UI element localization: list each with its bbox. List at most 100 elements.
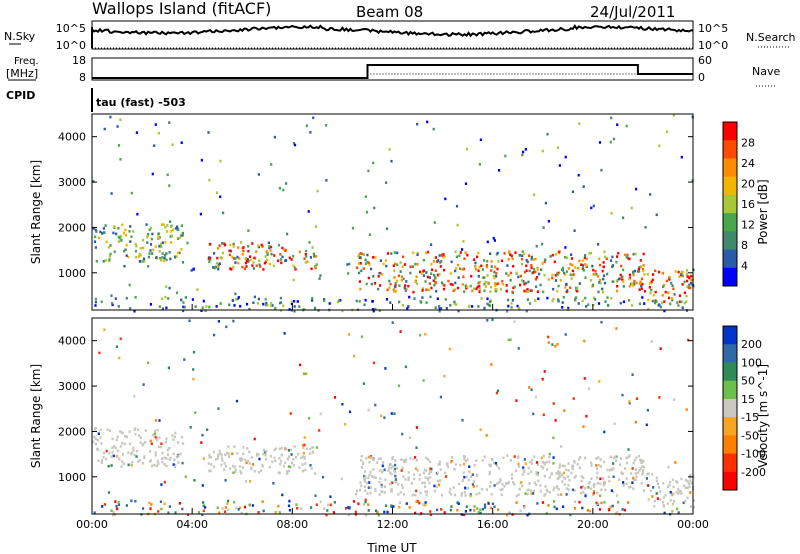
echo-cell (429, 467, 432, 470)
echo-cell (619, 301, 622, 305)
echo-cell (262, 268, 265, 271)
echo-cell (476, 507, 479, 510)
echo-cell (604, 300, 607, 303)
echo-cell (530, 266, 533, 270)
echo-cell (200, 158, 203, 162)
echo-cell (435, 485, 438, 489)
echo-cell (606, 296, 609, 299)
echo-cell (486, 259, 489, 263)
echo-cell (416, 469, 419, 472)
echo-cell (210, 463, 213, 466)
echo-cell (135, 455, 138, 458)
echo-cell (169, 220, 172, 223)
echo-cell (404, 458, 408, 461)
echo-cell (446, 462, 449, 465)
y-tick-label: 1000 (58, 267, 86, 280)
echo-cell (602, 265, 605, 269)
echo-cell (219, 195, 222, 199)
echo-cell (402, 475, 405, 478)
echo-cell (688, 283, 691, 287)
echo-cell (599, 477, 602, 481)
echo-cell (94, 228, 97, 232)
echo-cell (443, 255, 446, 259)
echo-cell (542, 290, 545, 294)
echo-cell (578, 282, 581, 285)
echo-cell (284, 461, 287, 465)
echo-cell (249, 480, 252, 483)
echo-cell (610, 296, 613, 300)
echo-cell (160, 507, 163, 511)
echo-cell (246, 447, 249, 450)
echo-cell (510, 254, 513, 258)
echo-cell (497, 481, 500, 485)
echo-cell (558, 164, 561, 167)
power-y-axis-label: Slant Range [km] (29, 160, 43, 264)
echo-cell (309, 131, 312, 134)
echo-cell (181, 435, 184, 439)
echo-cell (178, 236, 181, 240)
echo-cell (535, 471, 538, 474)
echo-cell (280, 446, 283, 450)
echo-cell (163, 502, 166, 506)
echo-cell (469, 475, 473, 478)
echo-cell (227, 508, 230, 512)
colorbar-tick-label: -50 (741, 429, 759, 442)
echo-cell (672, 485, 675, 489)
echo-cell (601, 290, 605, 294)
echo-cell (315, 265, 318, 268)
echo-cell (515, 494, 518, 498)
echo-cell (236, 297, 240, 301)
echo-cell (517, 455, 520, 458)
echo-cell (189, 426, 192, 429)
echo-cell (418, 478, 421, 481)
echo-cell (174, 256, 177, 259)
echo-cell (358, 271, 361, 275)
echo-cell (542, 226, 545, 229)
echo-cell (642, 469, 645, 472)
echo-cell (581, 259, 584, 262)
echo-cell (479, 138, 482, 142)
echo-cell (168, 121, 171, 124)
echo-cell (180, 224, 183, 227)
echo-cell (170, 241, 173, 244)
echo-cell (153, 432, 156, 436)
echo-cell (462, 267, 465, 271)
echo-cell (642, 264, 645, 267)
echo-cell (537, 297, 540, 301)
echo-cell (390, 505, 393, 508)
echo-cell (394, 478, 397, 481)
echo-cell (267, 241, 270, 245)
echo-cell (405, 288, 408, 291)
echo-cell (407, 305, 410, 308)
echo-cell (360, 484, 363, 488)
echo-cell (577, 266, 580, 270)
echo-cell (325, 124, 328, 127)
echo-cell (403, 492, 406, 496)
echo-cell (125, 254, 128, 257)
echo-cell (617, 500, 620, 504)
echo-cell (416, 122, 419, 126)
echo-cell (183, 358, 186, 361)
echo-cell (575, 286, 578, 290)
echo-cell (598, 380, 601, 383)
echo-cell (524, 492, 527, 495)
echo-cell (109, 244, 112, 247)
echo-cell (481, 276, 485, 280)
echo-cell (625, 461, 629, 465)
echo-cell (218, 449, 221, 453)
echo-cell (298, 250, 301, 254)
echo-cell (217, 320, 220, 323)
echo-cell (585, 414, 588, 418)
echo-cell (265, 301, 268, 305)
echo-cell (413, 477, 416, 481)
echo-cell (507, 512, 510, 515)
echo-cell (390, 472, 393, 476)
echo-cell (530, 458, 534, 462)
echo-cell (521, 250, 524, 253)
echo-cell (532, 492, 535, 495)
echo-cell (464, 284, 467, 287)
station-title: Wallops Island (fitACF) (92, 0, 271, 18)
echo-cell (497, 508, 500, 512)
echo-cell (631, 467, 634, 470)
echo-cell (94, 304, 97, 307)
